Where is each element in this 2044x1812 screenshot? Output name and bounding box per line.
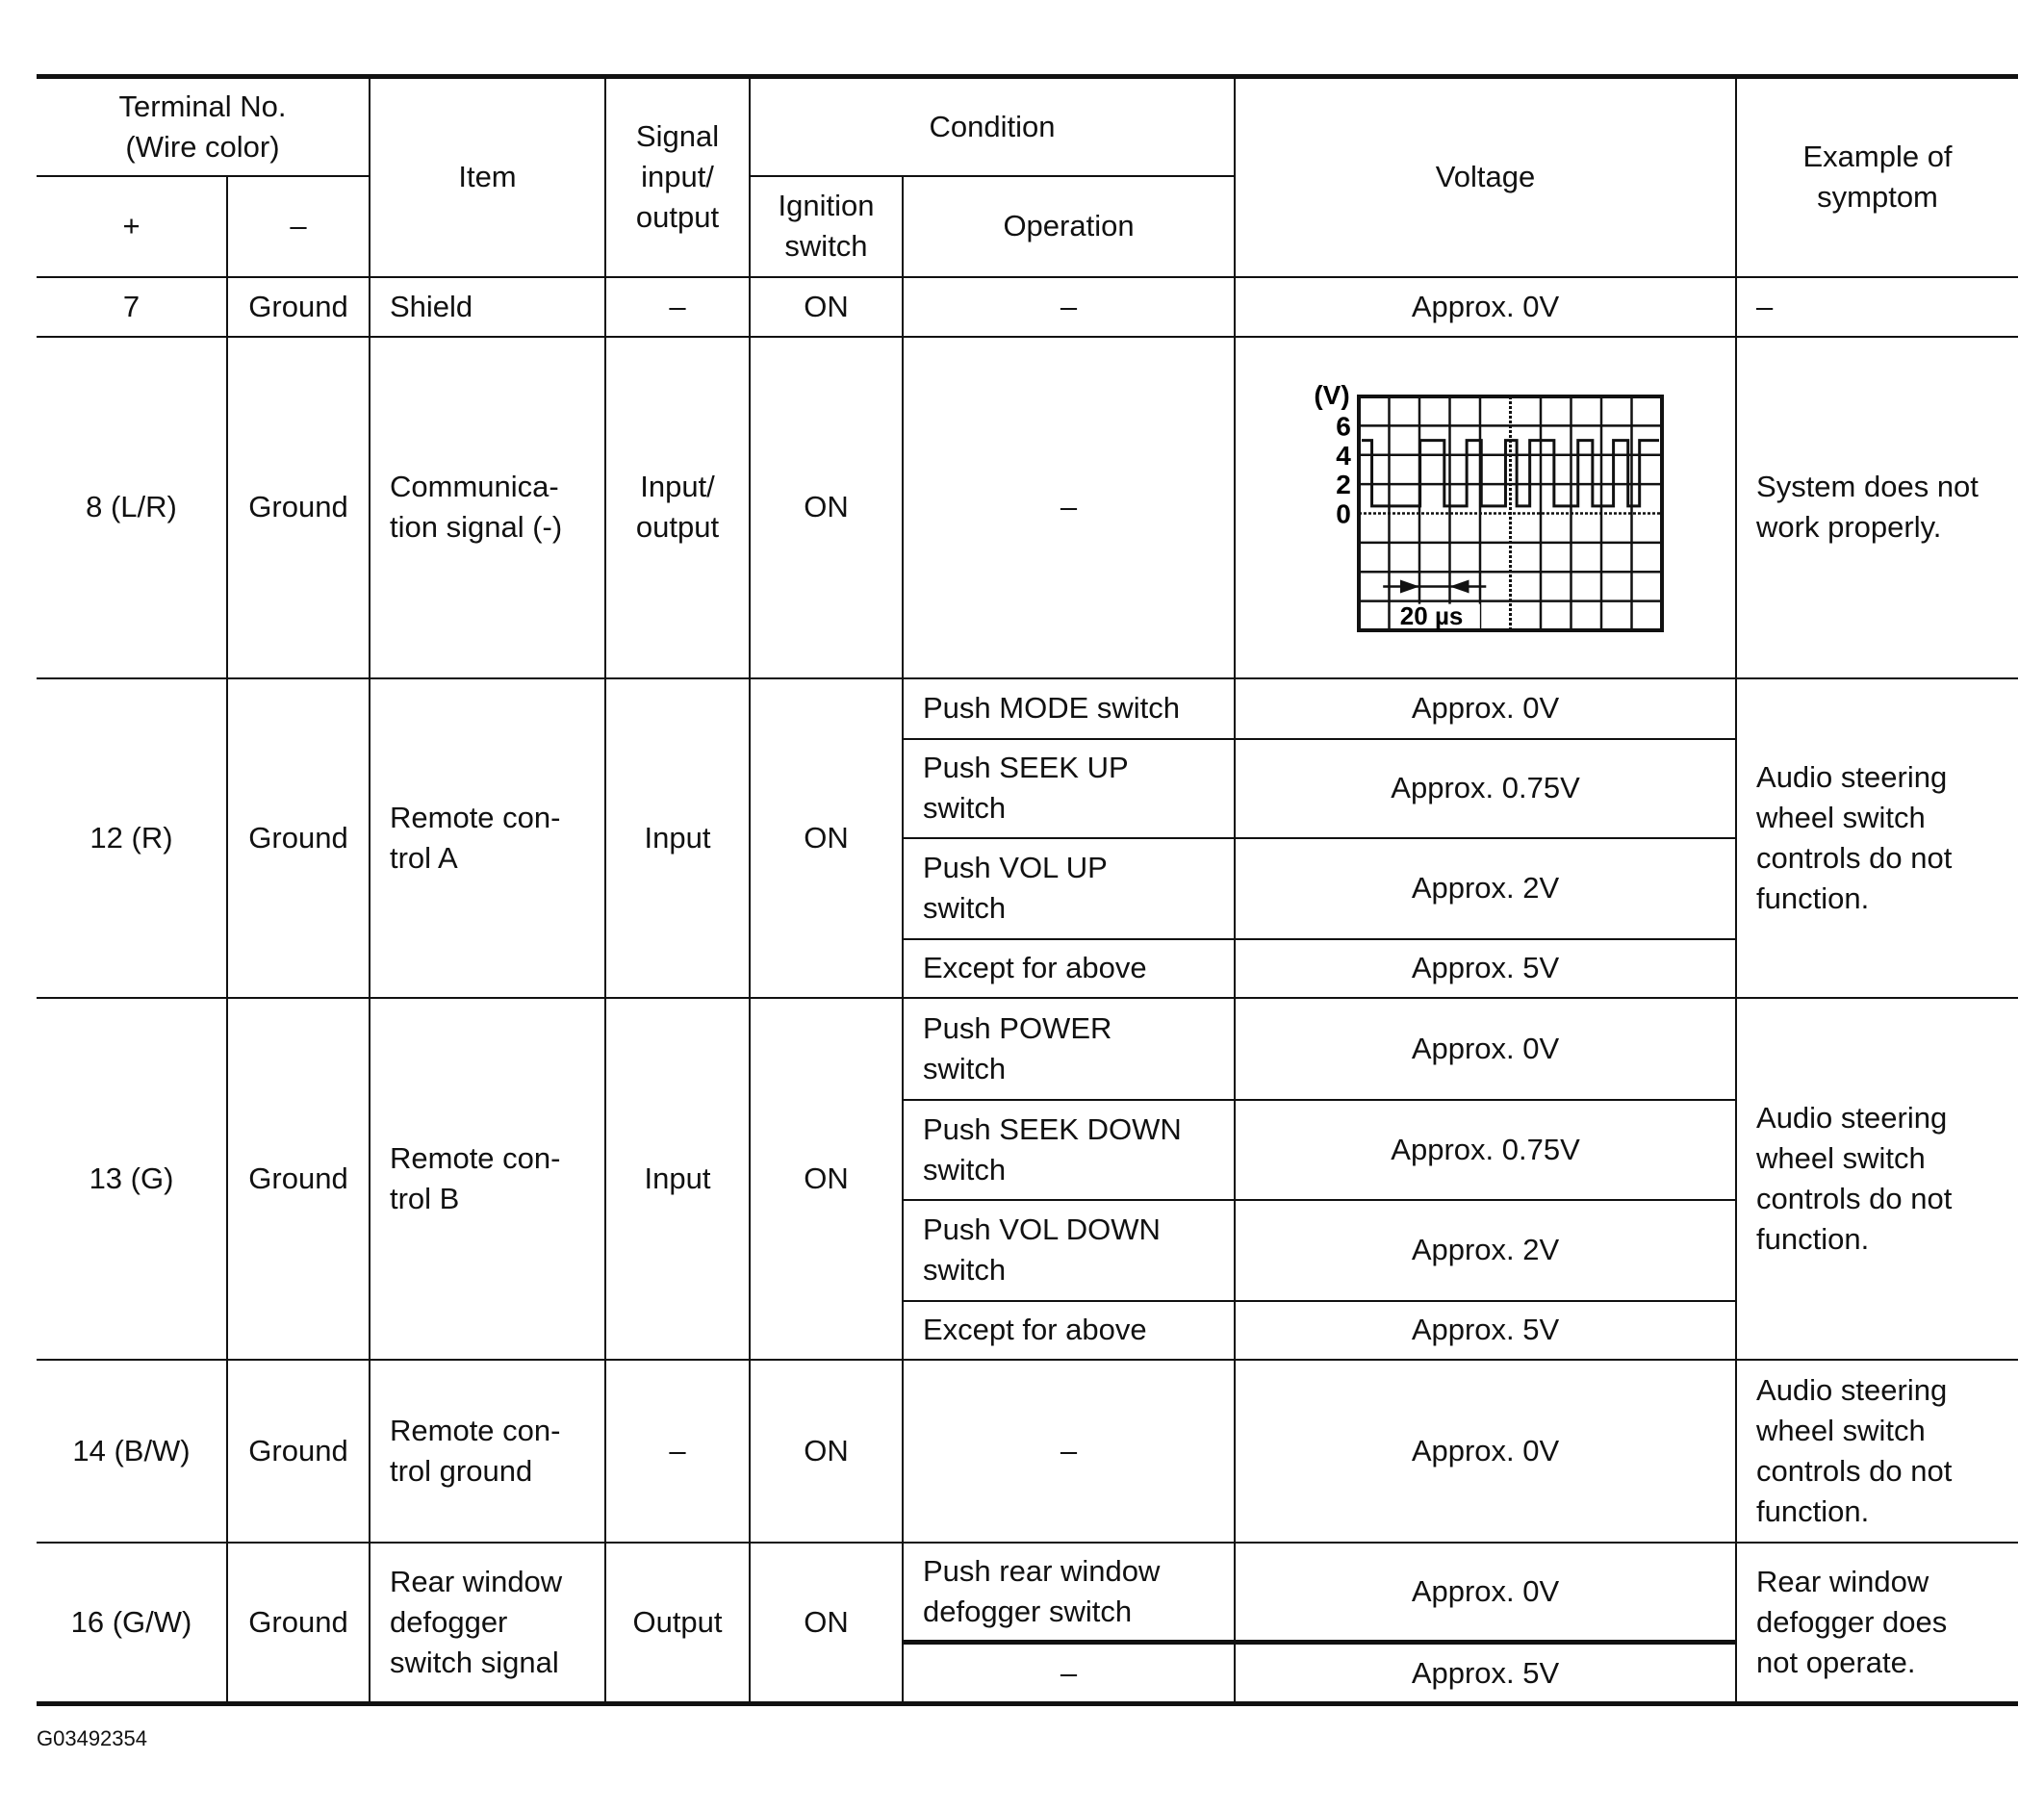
table-row: Push SEEK DOWN switch Approx. 0.75V bbox=[37, 1098, 2018, 1201]
table-row: 7 Ground Shield – ON – Approx. 0V – bbox=[37, 275, 2019, 338]
terminal-plus: 8 (L/R) bbox=[37, 335, 228, 679]
operation: Push SEEK DOWN switch bbox=[903, 1098, 1237, 1201]
example-symptom: Audio steering wheel switch controls do … bbox=[1735, 996, 2019, 1361]
arrow-left-icon bbox=[1449, 579, 1469, 594]
table-row: Push VOL DOWN switch Approx. 2V bbox=[37, 1198, 2018, 1302]
operation: – bbox=[901, 1358, 1237, 1544]
y-tick-label: 0 bbox=[1336, 499, 1351, 529]
terminal-plus: 7 bbox=[37, 275, 228, 338]
table-row: 16 (G/W) Ground Rear window defogger switc… bbox=[37, 1541, 2019, 1706]
header-symptom: Example of symptom bbox=[1735, 74, 2019, 278]
terminal-minus: Ground bbox=[226, 275, 370, 338]
terminal-plus: 16 (G/W) bbox=[37, 1541, 228, 1706]
operation: – bbox=[901, 275, 1237, 338]
voltage: Approx. 0V bbox=[1234, 275, 1738, 338]
item: Remote con- trol B bbox=[369, 996, 606, 1361]
operation: Push SEEK UP switch bbox=[903, 737, 1237, 839]
terminal-table: Terminal No. (Wire color) Item Signal in… bbox=[37, 74, 2019, 1706]
operation: Except for above bbox=[903, 1299, 1237, 1361]
ignition-switch: ON bbox=[749, 275, 904, 338]
y-tick-label: 6 bbox=[1336, 411, 1351, 441]
terminal-minus: Ground bbox=[226, 335, 370, 679]
table-row: Push SEEK UP switch Approx. 0.75V bbox=[37, 737, 2018, 839]
example-symptom: Audio steering wheel switch controls do … bbox=[1735, 1358, 2019, 1544]
y-tick-label: 4 bbox=[1336, 441, 1351, 471]
figure-code: G03492354 bbox=[37, 1726, 147, 1750]
operation: Except for above bbox=[903, 937, 1237, 999]
signal-io: – bbox=[604, 275, 751, 338]
operation: Push MODE switch bbox=[901, 676, 1237, 740]
voltage-waveform: (V) 6 4 2 0 20 µs bbox=[1234, 335, 1738, 679]
signal-trace bbox=[1361, 439, 1659, 508]
header-voltage: Voltage bbox=[1234, 74, 1738, 278]
header-minus: – bbox=[226, 174, 370, 278]
header-operation: Operation bbox=[901, 174, 1237, 278]
ignition-switch: ON bbox=[749, 335, 904, 679]
voltage: Approx. 2V bbox=[1234, 1198, 1738, 1302]
header-signal: Signal input/ output bbox=[604, 74, 751, 278]
operation: – bbox=[903, 1641, 1237, 1706]
terminal-plus: 14 (B/W) bbox=[37, 1358, 228, 1544]
operation: Push VOL UP switch bbox=[903, 836, 1237, 940]
header-plus: + bbox=[37, 174, 228, 278]
y-axis-unit: (V) bbox=[1314, 380, 1349, 410]
table-row: 14 (B/W) Ground Remote con- trol ground – ON… bbox=[37, 1358, 2019, 1544]
example-symptom: – bbox=[1735, 275, 2019, 338]
operation: Push rear window defogger switch bbox=[901, 1541, 1237, 1645]
table-row: Push VOL UP switch Approx. 2V bbox=[37, 836, 2018, 940]
table-row: 8 (L/R) Ground Communica- tion signal (-) I… bbox=[37, 335, 2019, 679]
signal-io: Input/ output bbox=[604, 335, 751, 679]
ignition-switch: ON bbox=[749, 996, 904, 1361]
signal-io: – bbox=[604, 1358, 751, 1544]
voltage: Approx. 0V bbox=[1234, 1358, 1738, 1544]
ignition-switch: ON bbox=[749, 1541, 904, 1706]
signal-io: Input bbox=[604, 996, 751, 1361]
table-row: – Approx. 5V bbox=[37, 1641, 2018, 1706]
y-tick-label: 2 bbox=[1336, 470, 1351, 499]
header-terminal: Terminal No. (Wire color) bbox=[37, 74, 370, 177]
voltage: Approx. 0.75V bbox=[1234, 1098, 1738, 1201]
terminal-minus: Ground bbox=[226, 996, 370, 1361]
table-row: Except for above Approx. 5V bbox=[37, 1299, 2018, 1361]
ignition-switch: ON bbox=[749, 1358, 904, 1544]
table-row: Except for above Approx. 5V bbox=[37, 937, 2018, 999]
terminal-minus: Ground bbox=[226, 1541, 370, 1706]
operation: – bbox=[901, 335, 1237, 679]
voltage: Approx. 5V bbox=[1234, 937, 1738, 999]
arrow-right-icon bbox=[1399, 579, 1419, 594]
voltage: Approx. 0V bbox=[1234, 1541, 1738, 1645]
operation: Push VOL DOWN switch bbox=[903, 1198, 1237, 1302]
example-symptom: Rear window defogger does not operate. bbox=[1735, 1541, 2019, 1706]
voltage: Approx. 2V bbox=[1234, 836, 1738, 940]
item: Communica- tion signal (-) bbox=[369, 335, 606, 679]
voltage: Approx. 0.75V bbox=[1234, 737, 1738, 839]
signal-io: Output bbox=[604, 1541, 751, 1706]
terminal-minus: Ground bbox=[226, 1358, 370, 1544]
example-symptom: Audio steering wheel switch controls do … bbox=[1735, 676, 2019, 999]
header-item: Item bbox=[369, 74, 606, 278]
terminal-plus: 12 (R) bbox=[37, 676, 228, 999]
terminal-plus: 13 (G) bbox=[37, 996, 228, 1361]
voltage: Approx. 5V bbox=[1234, 1299, 1738, 1361]
time-scale-label: 20 µs bbox=[1399, 601, 1463, 630]
voltage: Approx. 0V bbox=[1234, 996, 1738, 1101]
signal-io: Input bbox=[604, 676, 751, 999]
voltage: Approx. 5V bbox=[1234, 1641, 1738, 1706]
item: Remote con- trol ground bbox=[369, 1358, 606, 1544]
terminal-minus: Ground bbox=[226, 676, 370, 999]
item: Shield bbox=[369, 275, 606, 338]
table-row: 12 (R) Ground Remote con- trol A Input ON Pus… bbox=[37, 676, 2019, 999]
item: Rear window defogger switch signal bbox=[369, 1541, 606, 1706]
item: Remote con- trol A bbox=[369, 676, 606, 999]
example-symptom: System does not work properly. bbox=[1735, 335, 2019, 679]
header-condition: Condition bbox=[748, 74, 1237, 177]
header-ignition: Ignition switch bbox=[749, 174, 904, 278]
voltage: Approx. 0V bbox=[1234, 676, 1738, 740]
table-row: 13 (G) Ground Remote con- trol B Input ON Pus… bbox=[37, 996, 2019, 1361]
ignition-switch: ON bbox=[749, 676, 904, 999]
operation: Push POWER switch bbox=[901, 996, 1237, 1101]
